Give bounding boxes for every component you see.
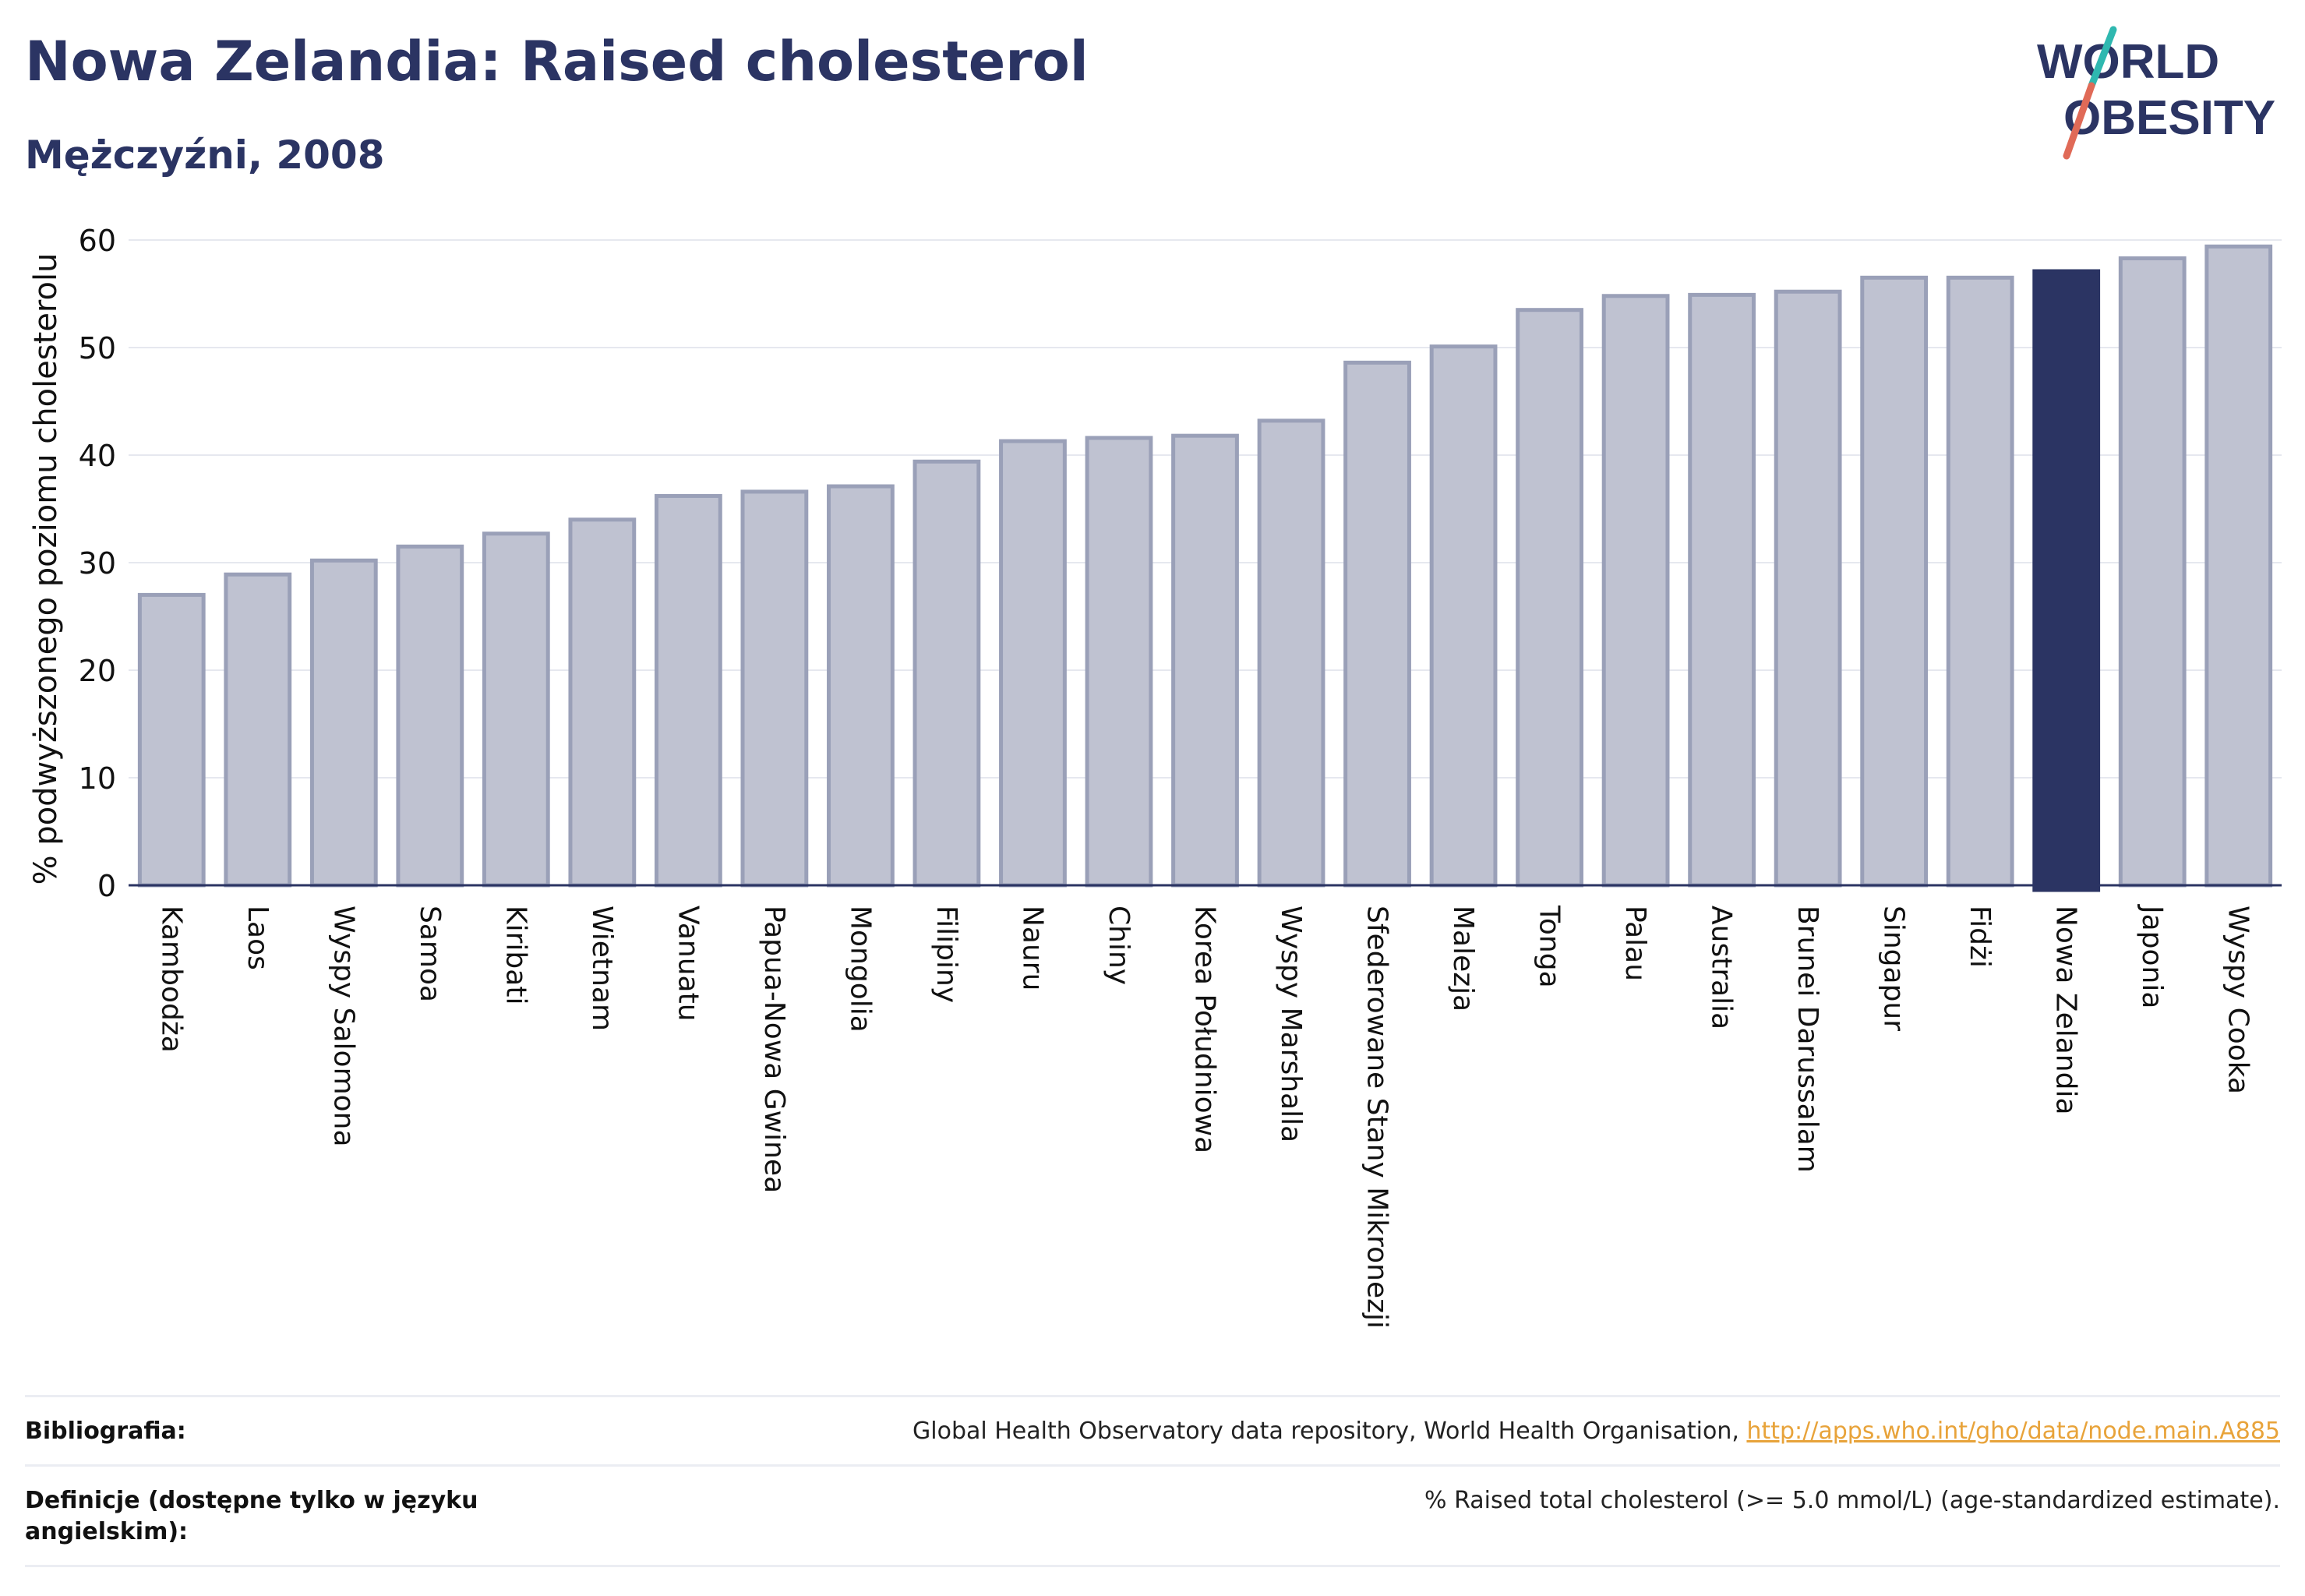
bar-mongolia [827, 484, 895, 888]
chart-title: Nowa Zelandia: Raised cholesterol [25, 30, 1089, 94]
bar-palau [1601, 294, 1670, 888]
y-tick-label: 10 [79, 761, 116, 796]
x-tick-label: Malezja [1447, 906, 1479, 1012]
x-tick-label: Kambodża [155, 906, 187, 1053]
bar-singapur [1860, 275, 1929, 888]
logo-slash-red-icon [2063, 82, 2095, 160]
y-tick-label: 60 [79, 224, 116, 258]
x-tick-label: Samoa [414, 906, 446, 1002]
bibliography-link[interactable]: http://apps.who.int/gho/data/node.main.A… [1746, 1418, 2280, 1445]
x-axis-tick-labels: Kambodża Laos Wyspy Salomona Samoa Kiribati W… [155, 904, 2254, 1329]
x-tick-label: Palau [1619, 906, 1651, 981]
x-tick-label: Kiribati [499, 906, 531, 1005]
bar-japonia [2118, 256, 2187, 888]
bar-sfederowane-stany-mikronezji [1343, 360, 1411, 888]
x-tick-label: Tonga [1534, 905, 1565, 988]
bar-fidżi [1946, 275, 2014, 888]
logo-text-obesity: OBESITY [2063, 91, 2275, 145]
y-axis-label: % podwyższonego poziomu cholesterolu [28, 253, 64, 885]
bar-malezja [1429, 344, 1498, 888]
x-tick-label: Wyspy Cooka [2222, 906, 2254, 1094]
bar-laos [224, 572, 292, 888]
bar-brunei-darussalam [1774, 289, 1842, 888]
definition-label: Definicje (dostępne tylko w języku angie… [25, 1487, 478, 1545]
x-tick-label: Laos [242, 906, 274, 970]
x-tick-label: Fidżi [1964, 906, 1996, 968]
x-tick-label: Papua-Nowa Gwinea [758, 906, 790, 1193]
bar-chiny [1085, 436, 1153, 888]
x-tick-label: Mongolia [844, 906, 876, 1033]
x-tick-label: Chiny [1103, 906, 1135, 985]
y-tick-label: 0 [97, 869, 116, 903]
bar-tonga [1516, 308, 1583, 888]
bar-vanuatu [654, 493, 722, 888]
bibliography-label: Bibliografia: [25, 1418, 186, 1445]
definition-row: Definicje (dostępne tylko w języku angie… [25, 1464, 2280, 1567]
bar-filipiny [912, 459, 981, 888]
x-tick-label: Wyspy Salomona [327, 906, 359, 1147]
x-tick-label: Vanuatu [672, 906, 704, 1022]
x-tick-label: Japonia [2136, 904, 2168, 1008]
bar-nauru [999, 439, 1067, 888]
x-tick-label: Singapur [1878, 906, 1910, 1031]
x-tick-label: Korea Południowa [1189, 906, 1221, 1153]
bibliography-value: Global Health Observatory data repositor… [912, 1416, 2280, 1447]
logo-text-world: WORLD [2037, 35, 2219, 89]
x-tick-label: Wyspy Marshalla [1275, 906, 1307, 1142]
x-tick-label: Australia [1706, 906, 1738, 1029]
chart-subtitle: Mężczyźni, 2008 [25, 132, 385, 178]
x-tick-label: Brunei Darussalam [1791, 906, 1823, 1173]
footer-table: Bibliografia: Global Health Observatory … [25, 1395, 2280, 1567]
y-axis-ticks: 0 10 20 30 40 50 60 [79, 224, 116, 903]
x-tick-label: Filipiny [930, 906, 962, 1003]
y-tick-label: 40 [79, 439, 116, 473]
world-obesity-logo: WORLD OBESITY [2037, 26, 2275, 160]
x-tick-label: Wietnam [586, 906, 618, 1031]
bar-kiribati [482, 531, 550, 888]
x-tick-label: Sfederowane Stany Mikronezji [1361, 906, 1393, 1329]
bibliography-row: Bibliografia: Global Health Observatory … [25, 1395, 2280, 1464]
definition-value: % Raised total cholesterol (>= 5.0 mmol/… [1424, 1487, 2280, 1514]
bar-chart: 0 10 20 30 40 50 60 Kambodża Laos Wyspy Salomona… [28, 224, 2282, 1329]
y-tick-label: 20 [79, 654, 116, 688]
bar-kambodża [137, 592, 206, 888]
bar-korea-południowa [1171, 433, 1239, 888]
bar-wyspy-marshalla [1257, 418, 1325, 888]
bar-samoa [396, 544, 464, 888]
bar-wietnam [568, 517, 637, 888]
y-tick-label: 50 [79, 331, 116, 365]
y-tick-label: 30 [79, 546, 116, 581]
x-tick-label: Nowa Zelandia [2050, 906, 2082, 1115]
bars [137, 244, 2273, 892]
bar-papua-nowa-gwinea [740, 489, 809, 888]
bibliography-text: Global Health Observatory data repositor… [912, 1418, 1747, 1445]
x-tick-label: Nauru [1016, 906, 1048, 990]
bar-wyspy-salomona [309, 558, 378, 888]
bar-australia [1688, 292, 1756, 888]
bar-nowa-zelandia [2032, 269, 2101, 892]
bar-wyspy-cooka [2204, 244, 2273, 888]
logo-slash-teal-icon [2088, 26, 2117, 90]
